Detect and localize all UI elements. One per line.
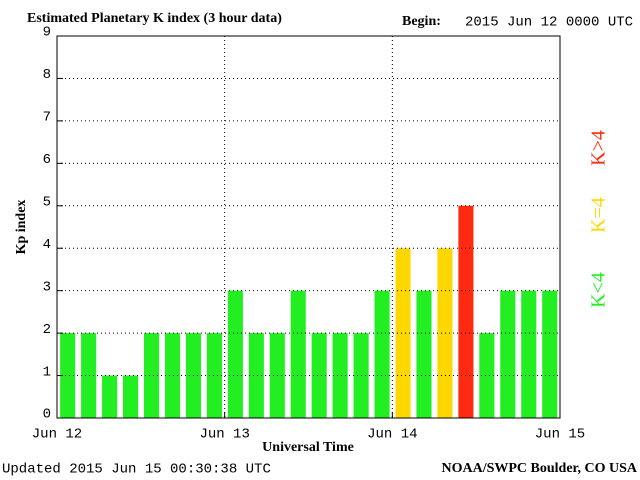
x-axis-label: Universal Time: [262, 440, 354, 455]
bar: [206, 333, 222, 418]
bar: [374, 290, 390, 418]
y-tick-label: 6: [43, 152, 51, 168]
bar: [332, 333, 348, 418]
bar: [81, 333, 97, 418]
bar: [416, 290, 432, 418]
begin-label: Begin:: [402, 14, 441, 29]
bar: [542, 290, 558, 418]
y-axis-label: Kp index: [14, 200, 29, 255]
bar: [395, 248, 411, 418]
x-tick-label: Jun 12: [32, 427, 82, 443]
bar: [500, 290, 516, 418]
legend-entry: K>4: [588, 130, 610, 166]
bar: [248, 333, 264, 418]
bar: [227, 290, 243, 418]
bar: [311, 333, 327, 418]
source: NOAA/SWPC Boulder, CO USA: [441, 461, 637, 476]
plot-frame: [56, 35, 561, 419]
bar: [102, 375, 118, 418]
begin-date: 2015 Jun 12 0000 UTC: [465, 15, 633, 31]
y-tick-label: 0: [43, 407, 51, 423]
bar: [479, 333, 495, 418]
updated: Updated 2015 Jun 15 00:30:38 UTC: [2, 462, 271, 478]
y-tick-label: 3: [43, 279, 51, 295]
legend-entry: K=4: [588, 197, 610, 233]
bar: [123, 375, 139, 418]
y-tick-label: 9: [43, 25, 51, 41]
x-tick-label: Jun 14: [367, 427, 417, 443]
y-tick-label: 7: [43, 110, 51, 126]
chart-title: Estimated Planetary K index (3 hour data…: [27, 11, 282, 26]
bar: [60, 333, 76, 418]
bar: [521, 290, 537, 418]
y-tick-label: 5: [43, 194, 51, 210]
bar: [290, 290, 306, 418]
y-tick-label: 1: [43, 364, 51, 380]
bar: [437, 248, 453, 418]
x-tick-label: Jun 15: [535, 427, 585, 443]
legend-entry: K<4: [588, 272, 610, 308]
y-tick-label: 4: [43, 237, 51, 253]
bar: [458, 205, 474, 418]
x-tick-label: Jun 13: [199, 427, 249, 443]
bar: [164, 333, 181, 418]
y-tick-label: 2: [43, 322, 51, 338]
y-tick-label: 8: [43, 67, 51, 83]
bar: [143, 333, 160, 418]
